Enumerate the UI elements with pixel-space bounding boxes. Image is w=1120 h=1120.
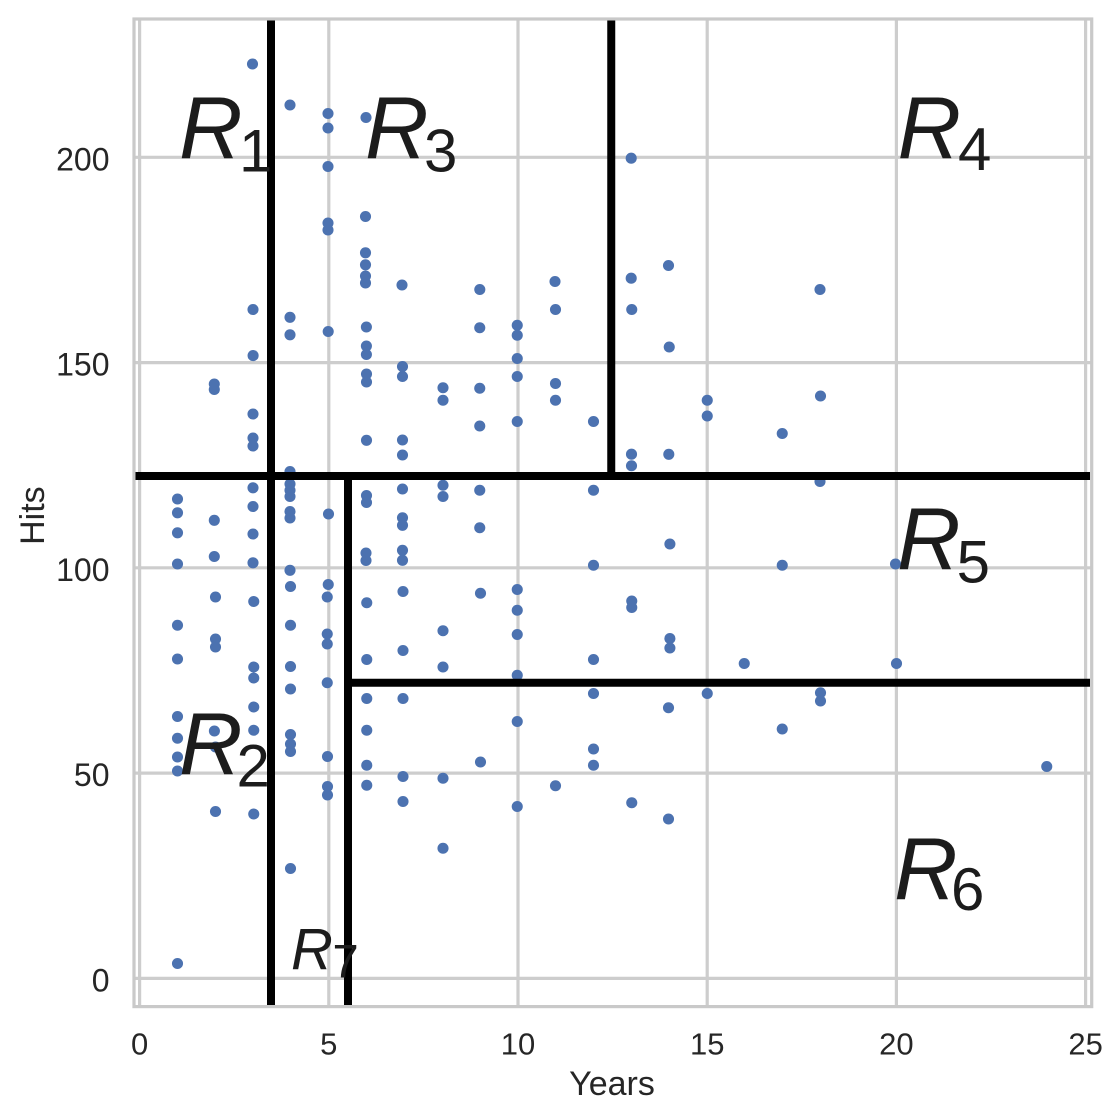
svg-text:0: 0 bbox=[131, 1027, 148, 1062]
svg-text:20: 20 bbox=[879, 1027, 913, 1062]
svg-text:6: 6 bbox=[951, 856, 984, 923]
svg-text:100: 100 bbox=[56, 552, 109, 588]
svg-text:0: 0 bbox=[92, 962, 110, 998]
svg-text:R: R bbox=[179, 78, 243, 177]
svg-text:R: R bbox=[897, 489, 961, 588]
svg-text:200: 200 bbox=[56, 141, 109, 177]
svg-text:5: 5 bbox=[957, 528, 990, 595]
svg-text:7: 7 bbox=[333, 935, 359, 988]
svg-text:Years: Years bbox=[569, 1065, 655, 1103]
svg-text:50: 50 bbox=[74, 757, 110, 793]
svg-text:10: 10 bbox=[501, 1027, 535, 1062]
svg-text:R: R bbox=[365, 78, 429, 177]
svg-text:Hits: Hits bbox=[14, 486, 52, 545]
svg-text:1: 1 bbox=[239, 118, 272, 185]
svg-text:R: R bbox=[894, 819, 958, 918]
svg-text:4: 4 bbox=[958, 116, 991, 183]
svg-text:15: 15 bbox=[690, 1027, 724, 1062]
svg-text:R: R bbox=[291, 917, 333, 982]
svg-text:150: 150 bbox=[56, 347, 109, 383]
svg-text:25: 25 bbox=[1068, 1027, 1102, 1062]
svg-text:5: 5 bbox=[320, 1027, 337, 1062]
svg-text:2: 2 bbox=[237, 733, 270, 800]
svg-text:R: R bbox=[179, 694, 243, 793]
svg-text:3: 3 bbox=[424, 118, 457, 185]
svg-text:R: R bbox=[898, 78, 962, 177]
